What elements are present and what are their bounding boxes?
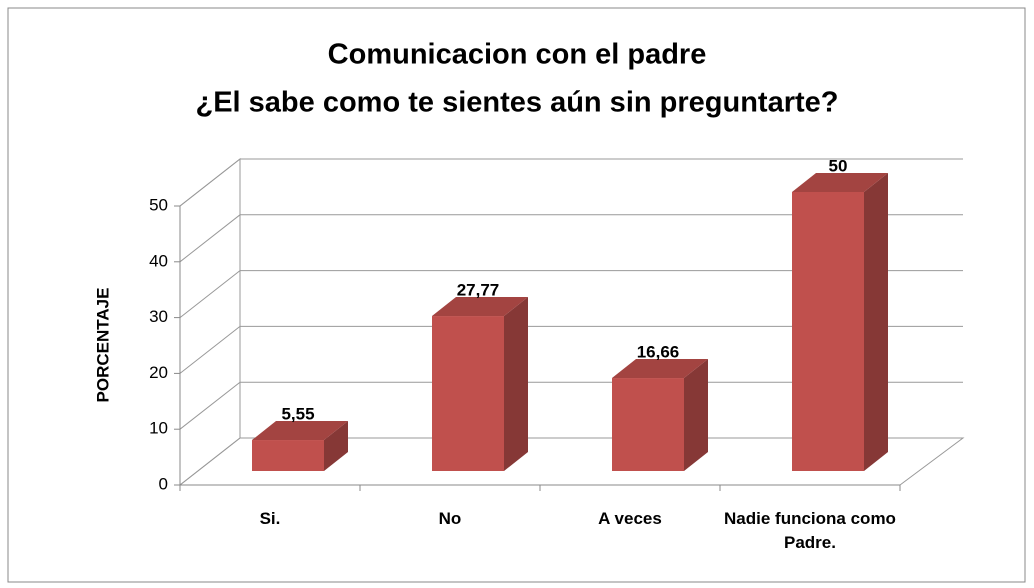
grid-line: [179, 437, 963, 486]
bar-front: [432, 316, 504, 471]
data-label: 16,66: [637, 343, 680, 362]
bar: [432, 297, 528, 471]
x-tick-label: A veces: [598, 509, 662, 528]
grid-line: [179, 381, 963, 430]
y-axis-label: PORCENTAJE: [93, 288, 112, 403]
x-tick-label: Nadie funciona como Padre.: [724, 509, 896, 552]
x-label-box: Nadie funciona como Padre.: [724, 509, 896, 552]
bar-side: [504, 297, 528, 471]
y-tick-label: 40: [149, 251, 168, 270]
data-label: 5,55: [281, 405, 314, 424]
bar-top: [432, 297, 528, 317]
bar-side: [684, 359, 708, 471]
bar-front: [612, 378, 684, 471]
grid-line: [179, 214, 963, 263]
x-tick-label: Si.: [259, 509, 281, 528]
bar: [612, 359, 708, 471]
bar-side: [864, 173, 888, 471]
bar-top: [792, 173, 888, 192]
bar-top: [612, 359, 708, 379]
y-tick-label: 50: [149, 195, 168, 214]
grid-line: [179, 158, 963, 207]
x-tick-label: No: [438, 509, 462, 528]
chart-title: Comunicacion con el padre: [328, 39, 707, 71]
bar-side: [324, 421, 348, 471]
y-tick-label: 0: [159, 474, 168, 493]
y-tick-label: 10: [149, 419, 168, 438]
grid-line: [179, 325, 963, 374]
bar-top: [252, 421, 348, 441]
x-label-box: No: [438, 509, 462, 528]
bar-front: [252, 440, 324, 471]
x-label-box: Si.: [259, 509, 281, 528]
y-tick-label: 30: [149, 307, 168, 326]
y-tick-label: 20: [149, 363, 168, 382]
x-label-box: A veces: [598, 509, 662, 528]
bar: [252, 421, 348, 471]
bar: [792, 173, 888, 471]
data-label: 50: [829, 156, 848, 175]
chart-subtitle: ¿El sabe como te sientes aún sin pregunt…: [196, 87, 839, 119]
grid-line: [179, 270, 963, 318]
bar-front: [792, 192, 864, 471]
data-label: 27,77: [457, 281, 500, 300]
